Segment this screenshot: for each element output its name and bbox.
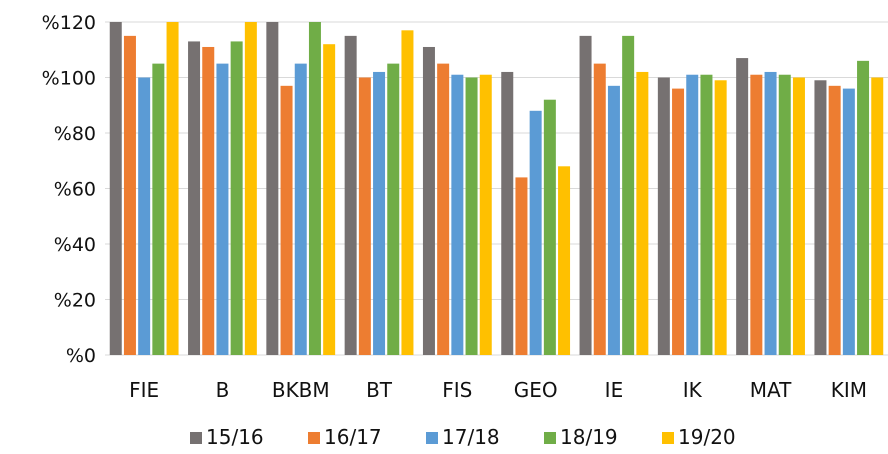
- bar-ie-17-18: [607, 85, 620, 355]
- bar-kim-17-18: [842, 88, 855, 355]
- bar-ik-19-20: [714, 80, 727, 356]
- bar-bt-19-20: [401, 30, 414, 355]
- bar-fie-16-17: [123, 35, 136, 355]
- bar-bt-16-17: [358, 77, 371, 355]
- bar-kim-16-17: [828, 85, 841, 355]
- y-tick-label: %80: [54, 123, 96, 145]
- x-category-label: KIM: [831, 378, 867, 402]
- bar-fis-18-19: [465, 77, 478, 355]
- bar-ik-17-18: [686, 74, 699, 355]
- bar-ie-18-19: [622, 35, 635, 355]
- y-axis-tick-labels: %0 %20 %40 %60 %80 %100 %120: [42, 12, 96, 367]
- legend-swatch: [308, 432, 320, 444]
- y-tick-label: %40: [54, 234, 96, 256]
- bar-bkbm-18-19: [308, 22, 321, 355]
- bar-mat-15-16: [736, 58, 749, 355]
- x-category-label: FIE: [129, 378, 159, 402]
- legend-label: 16/17: [324, 425, 382, 449]
- bar-fie-15-16: [109, 22, 122, 355]
- x-category-label: FIS: [442, 378, 472, 402]
- bar-kim-18-19: [857, 60, 870, 355]
- bar-geo-15-16: [501, 71, 514, 355]
- x-category-label: B: [216, 378, 230, 402]
- bar-ie-19-20: [636, 71, 649, 355]
- bar-bt-17-18: [373, 71, 386, 355]
- legend-swatch: [190, 432, 202, 444]
- x-category-label: MAT: [750, 378, 792, 402]
- bar-bkbm-17-18: [294, 63, 307, 355]
- x-category-label: GEO: [514, 378, 558, 402]
- legend: 15/16 16/17 17/18 18/19 19/20: [190, 425, 736, 449]
- legend-swatch: [426, 432, 438, 444]
- bar-bkbm-15-16: [266, 22, 279, 355]
- y-tick-label: %0: [66, 345, 96, 367]
- bars: [109, 22, 884, 356]
- bar-b-15-16: [188, 41, 201, 356]
- bar-geo-16-17: [515, 177, 528, 355]
- bar-b-16-17: [202, 46, 215, 355]
- y-tick-label: %60: [54, 179, 96, 201]
- bar-ie-15-16: [579, 35, 592, 355]
- x-axis-category-labels: FIE B BKBM BT FIS GEO IE IK MAT KIM: [129, 378, 867, 402]
- legend-label: 15/16: [206, 425, 264, 449]
- legend-label: 18/19: [560, 425, 618, 449]
- bar-fis-15-16: [422, 46, 435, 355]
- bar-b-18-19: [230, 41, 243, 356]
- y-tick-label: %20: [54, 290, 96, 312]
- bar-b-17-18: [216, 63, 229, 355]
- y-tick-label: %120: [42, 12, 96, 34]
- legend-label: 19/20: [678, 425, 736, 449]
- legend-swatch: [662, 432, 674, 444]
- bar-fie-18-19: [152, 63, 165, 355]
- bar-ik-15-16: [657, 77, 670, 355]
- bar-mat-18-19: [778, 74, 791, 355]
- bar-mat-19-20: [792, 77, 805, 355]
- bar-b-19-20: [244, 22, 257, 355]
- x-category-label: IE: [605, 378, 624, 402]
- bar-fie-17-18: [138, 77, 151, 355]
- bar-bt-15-16: [344, 35, 357, 355]
- bar-geo-18-19: [543, 99, 556, 355]
- bar-mat-17-18: [764, 71, 777, 355]
- legend-swatch: [544, 432, 556, 444]
- bar-geo-17-18: [529, 110, 542, 355]
- x-category-label: BT: [366, 378, 393, 402]
- bar-fis-16-17: [437, 63, 450, 355]
- bar-fis-19-20: [479, 74, 492, 355]
- bar-ik-18-19: [700, 74, 713, 355]
- x-category-label: IK: [683, 378, 703, 402]
- bar-ie-16-17: [593, 63, 606, 355]
- bar-bkbm-19-20: [323, 44, 336, 355]
- bar-bkbm-16-17: [280, 85, 293, 355]
- bar-mat-16-17: [750, 74, 763, 355]
- bar-geo-19-20: [558, 166, 571, 355]
- bar-kim-19-20: [871, 77, 884, 355]
- bar-fis-17-18: [451, 74, 464, 355]
- bar-bt-18-19: [387, 63, 400, 355]
- bar-fie-19-20: [166, 22, 179, 355]
- bar-kim-15-16: [814, 80, 827, 356]
- legend-label: 17/18: [442, 425, 500, 449]
- x-category-label: BKBM: [272, 378, 330, 402]
- y-tick-label: %100: [42, 68, 96, 90]
- bar-ik-16-17: [672, 88, 685, 355]
